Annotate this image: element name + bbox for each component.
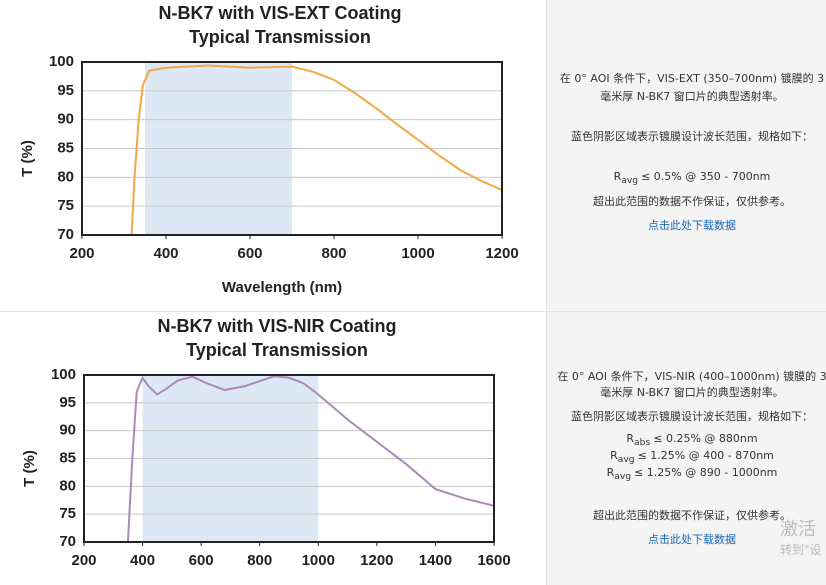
note-text: 蓝色阴影区域表示镀膜设计波长范围，规格如下： <box>571 410 813 423</box>
x-tick-label: 200 <box>71 552 96 569</box>
x-tick-label: 1200 <box>360 552 393 569</box>
divider <box>0 311 546 312</box>
y-tick-label: 90 <box>57 111 74 128</box>
spec-text: ≤ 1.25% @ 890 - 1000nm <box>634 466 778 479</box>
disclaimer: 超出此范围的数据不作保证，仅供参考。 <box>593 509 791 522</box>
spec-sub: avg <box>617 454 635 466</box>
watermark: 激活 <box>780 519 816 540</box>
y-tick-label: 95 <box>59 394 76 411</box>
chart-subtitle: Typical Transmission <box>186 340 368 360</box>
x-tick-label: 200 <box>69 245 94 262</box>
spec: Ravg ≤ 1.25% @ 890 - 1000nm <box>547 466 826 482</box>
note-text: 在 0° AOI 条件下，VIS-NIR (400–1000nm) 镀膜的 3 <box>557 370 826 383</box>
spec-symbol: R <box>606 466 615 479</box>
x-tick-label: 800 <box>321 245 346 262</box>
chart-title: N-BK7 with VIS-NIR Coating <box>158 316 397 336</box>
chart-subtitle: Typical Transmission <box>189 27 371 47</box>
charts: N-BK7 with VIS-EXT Coating Typical Transm… <box>19 3 519 569</box>
download-link[interactable]: 点击此处下载数据 <box>648 533 736 546</box>
spec-symbol: R <box>610 449 618 462</box>
download-link[interactable]: 点击此处下载数据 <box>648 219 736 232</box>
x-tick-label: 1000 <box>401 245 434 262</box>
x-tick-label: 600 <box>189 552 214 569</box>
plot <box>126 375 494 542</box>
spec: Ravg ≤ 1.25% @ 400 - 870nm <box>547 449 826 465</box>
y-tick-label: 100 <box>51 366 76 383</box>
watermark: 转到"设 <box>780 543 822 557</box>
spec-text: ≤ 0.5% @ 350 - 700nm <box>641 170 771 183</box>
y-tick-label: 100 <box>49 53 74 70</box>
note-text: 蓝色阴影区域表示镀膜设计波长范围，规格如下： <box>571 130 813 143</box>
disclaimer: 超出此范围的数据不作保证，仅供参考。 <box>593 195 791 208</box>
y-tick-label: 70 <box>57 226 74 243</box>
x-tick-label: 1400 <box>419 552 452 569</box>
x-tick-label: 800 <box>247 552 272 569</box>
plot-frame <box>81 61 503 236</box>
spec-text: ≤ 1.25% @ 400 - 870nm <box>637 449 774 462</box>
y-tick-label: 85 <box>57 139 74 156</box>
y-axis-label: T (%) <box>19 140 36 177</box>
note-text: 毫米厚 N-BK7 窗口片的典型透射率。 <box>600 90 784 103</box>
chart-title: N-BK7 with VIS-EXT Coating <box>159 3 402 23</box>
y-tick-label: 90 <box>59 422 76 439</box>
note-text: 毫米厚 N-BK7 窗口片的典型透射率。 <box>600 386 784 399</box>
note-panel: 在 0° AOI 条件下，VIS-EXT (350–700nm) 镀膜的 3 毫米… <box>546 0 826 312</box>
link-row: 点击此处下载数据 <box>547 217 826 233</box>
y-axis-label: T (%) <box>21 450 38 487</box>
spec: Rabs ≤ 0.25% @ 880nm <box>547 432 826 448</box>
note-text: 在 0° AOI 条件下，VIS-EXT (350–700nm) 镀膜的 3 <box>559 72 825 85</box>
y-tick-label: 85 <box>59 449 76 466</box>
data-line <box>126 375 494 542</box>
spec-sub: abs <box>634 437 651 449</box>
x-tick-label: 1200 <box>485 245 518 262</box>
spec-sub: avg <box>614 471 632 483</box>
spec: Ravg ≤ 0.5% @ 350 - 700nm <box>547 170 826 186</box>
x-axis-label: Wavelength (nm) <box>222 279 342 296</box>
x-tick-label: 1000 <box>302 552 335 569</box>
x-tick-label: 400 <box>153 245 178 262</box>
plot-frame <box>83 374 495 543</box>
link-row: 点击此处下载数据 <box>547 531 826 547</box>
y-tick-label: 70 <box>59 533 76 550</box>
x-tick-label: 600 <box>237 245 262 262</box>
spec-symbol: R <box>613 170 622 183</box>
y-tick-label: 80 <box>59 477 76 494</box>
spec-sub: avg <box>621 175 639 187</box>
plot <box>130 64 502 235</box>
y-tick-label: 95 <box>57 82 74 99</box>
y-tick-label: 75 <box>59 505 76 522</box>
x-tick-label: 400 <box>130 552 155 569</box>
y-tick-label: 75 <box>57 197 74 214</box>
data-line <box>130 64 502 235</box>
x-tick-label: 1600 <box>477 552 510 569</box>
spec-text: ≤ 0.25% @ 880nm <box>653 432 758 445</box>
note-panel: 在 0° AOI 条件下，VIS-NIR (400–1000nm) 镀膜的 3 毫… <box>546 312 826 585</box>
y-tick-label: 80 <box>57 168 74 185</box>
spec-symbol: R <box>626 432 635 445</box>
